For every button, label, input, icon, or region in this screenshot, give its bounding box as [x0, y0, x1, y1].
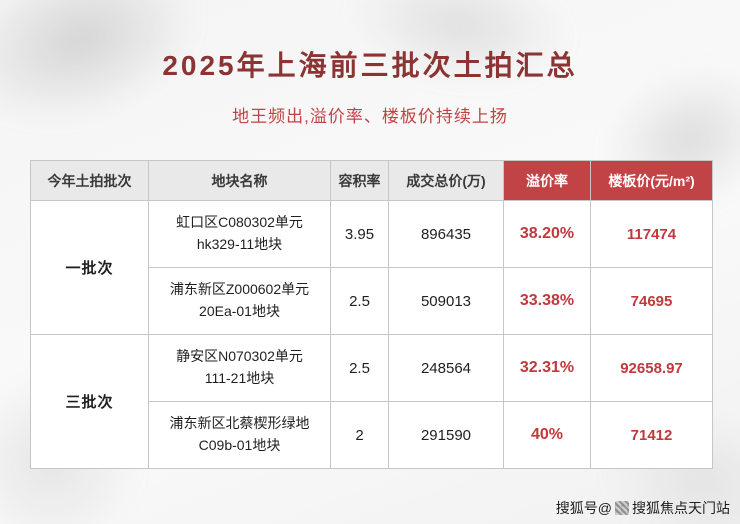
table-header: 今年土拍批次 地块名称 容积率 成交总价(万) 溢价率 楼板价(元/m²)	[30, 160, 713, 201]
watermark-account: 搜狐焦点天门站	[632, 500, 730, 516]
plot-name-line1: 浦东新区北蔡楔形绿地	[169, 415, 310, 432]
table-row: 浦东新区Z000602单元 20Ea-01地块 2.5 509013 33.38…	[31, 267, 713, 335]
premium-rate-cell: 38.20%	[503, 200, 591, 268]
col-header-floor-price: 楼板价(元/m²)	[590, 160, 713, 201]
total-price-cell: 291590	[388, 401, 504, 469]
plot-name-line2: 20Ea-01地块	[199, 303, 280, 319]
floor-price-cell: 117474	[590, 200, 713, 268]
page-title: 2025年上海前三批次土拍汇总	[162, 50, 578, 81]
table-row: 浦东新区北蔡楔形绿地 C09b-01地块 2 291590 40% 71412	[31, 401, 713, 469]
far-cell: 3.95	[330, 200, 389, 268]
sohu-logo-icon	[615, 501, 629, 515]
plot-name-cell: 浦东新区Z000602单元 20Ea-01地块	[148, 267, 331, 335]
plot-name-line1: 静安区N070302单元	[176, 348, 303, 365]
watermark: 搜狐号@ 搜狐焦点天门站	[556, 498, 730, 518]
col-header-premium-rate: 溢价率	[503, 160, 591, 201]
total-price-cell: 509013	[388, 267, 504, 335]
col-header-far: 容积率	[330, 160, 389, 201]
premium-rate-cell: 32.31%	[503, 334, 591, 402]
page-subtitle: 地王频出,溢价率、楼板价持续上扬	[232, 107, 508, 126]
plot-name-cell: 虹口区C080302单元 hk329-11地块	[148, 200, 331, 268]
col-header-total-price: 成交总价(万)	[388, 160, 504, 201]
plot-name-cell: 静安区N070302单元 111-21地块	[148, 334, 331, 402]
table-row: 三批次 静安区N070302单元 111-21地块 2.5 248564 32.…	[30, 334, 713, 469]
plot-name-line1: 虹口区C080302单元	[176, 214, 303, 231]
plot-name-line2: 111-21地块	[204, 370, 275, 386]
table-body: 一批次 虹口区C080302单元 hk329-11地块 3.95 896435 …	[30, 200, 713, 469]
far-cell: 2.5	[330, 267, 389, 335]
batch-cell-third: 三批次	[30, 334, 149, 469]
plot-name-cell: 浦东新区北蔡楔形绿地 C09b-01地块	[148, 401, 331, 469]
premium-rate-cell: 33.38%	[503, 267, 591, 335]
floor-price-cell: 71412	[590, 401, 713, 469]
floor-price-cell: 74695	[590, 267, 713, 335]
batch-cell-first: 一批次	[30, 200, 149, 335]
col-header-batch: 今年土拍批次	[30, 160, 149, 201]
col-header-plot-name: 地块名称	[148, 160, 331, 201]
total-price-cell: 896435	[388, 200, 504, 268]
land-auction-table: 今年土拍批次 地块名称 容积率 成交总价(万) 溢价率 楼板价(元/m²) 一批…	[30, 160, 713, 469]
total-price-cell: 248564	[388, 334, 504, 402]
premium-rate-cell: 40%	[503, 401, 591, 469]
plot-name-line1: 浦东新区Z000602单元	[169, 281, 310, 298]
watermark-prefix: 搜狐号@	[555, 500, 612, 516]
floor-price-cell: 92658.97	[590, 334, 713, 402]
header-row: 今年土拍批次 地块名称 容积率 成交总价(万) 溢价率 楼板价(元/m²)	[30, 160, 713, 201]
far-cell: 2.5	[330, 334, 389, 402]
table-row: 一批次 虹口区C080302单元 hk329-11地块 3.95 896435 …	[30, 200, 713, 335]
plot-name-line2: hk329-11地块	[196, 236, 283, 252]
far-cell: 2	[330, 401, 389, 469]
plot-name-line2: C09b-01地块	[198, 437, 281, 453]
